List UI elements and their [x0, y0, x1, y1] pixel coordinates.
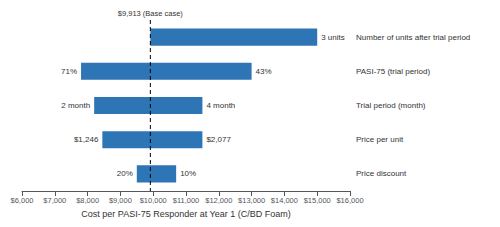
svg-text:4 month: 4 month: [206, 101, 235, 110]
svg-text:20%: 20%: [117, 169, 133, 178]
svg-text:Cost per PASI-75 Responder at: Cost per PASI-75 Responder at Year 1 (C/…: [81, 209, 290, 219]
svg-text:$13,000: $13,000: [238, 196, 265, 205]
svg-text:$9,000: $9,000: [109, 196, 132, 205]
svg-text:$14,000: $14,000: [271, 196, 298, 205]
svg-text:$2,077: $2,077: [206, 135, 231, 144]
svg-text:$6,000: $6,000: [11, 196, 34, 205]
svg-text:Price per unit: Price per unit: [356, 135, 404, 144]
svg-text:$1,246: $1,246: [74, 135, 99, 144]
svg-text:2 month: 2 month: [61, 101, 90, 110]
svg-text:Number of units after trial pe: Number of units after trial period: [356, 33, 470, 42]
svg-text:10%: 10%: [180, 169, 196, 178]
svg-text:$12,000: $12,000: [205, 196, 232, 205]
svg-text:$7,000: $7,000: [43, 196, 66, 205]
svg-text:43%: 43%: [256, 67, 272, 76]
svg-text:Trial period (month): Trial period (month): [356, 101, 426, 110]
svg-text:$8,000: $8,000: [76, 196, 99, 205]
svg-text:$16,000: $16,000: [336, 196, 363, 205]
svg-text:Price discount: Price discount: [356, 169, 407, 178]
svg-text:71%: 71%: [61, 67, 77, 76]
svg-text:$10,000: $10,000: [140, 196, 167, 205]
svg-text:$9,913 (Base case): $9,913 (Base case): [118, 9, 184, 18]
svg-text:$11,000: $11,000: [173, 196, 200, 205]
svg-text:$15,000: $15,000: [304, 196, 331, 205]
svg-text:3 units: 3 units: [321, 33, 345, 42]
svg-text:PASI-75 (trial period): PASI-75 (trial period): [356, 67, 430, 76]
